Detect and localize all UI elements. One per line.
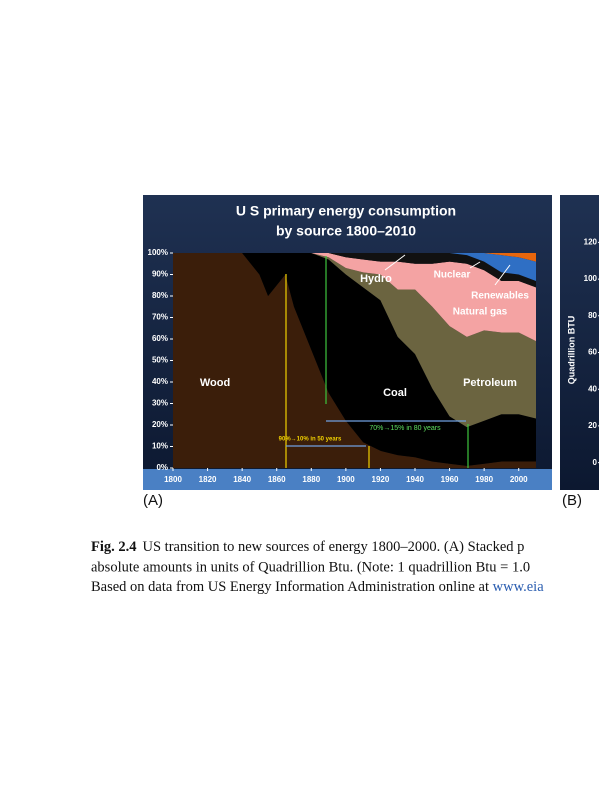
panel-label: (A) (143, 492, 163, 509)
caption-text: US transition to new sources of energy 1… (143, 539, 525, 555)
x-tick-label: 1820 (199, 475, 217, 484)
series-label: Renewables (471, 291, 529, 302)
area (173, 253, 536, 428)
caption-text: Based on data from US Energy Information… (91, 579, 493, 595)
series-label: Hydro (360, 273, 392, 285)
y-tick-label: 0 (593, 458, 598, 467)
panel-b (560, 195, 599, 490)
caption-line: Fig. 2.4 US transition to new sources of … (91, 539, 524, 555)
series-label: Petroleum (463, 377, 517, 389)
area (173, 253, 536, 281)
annotation: 90%→10% in 50 years (279, 437, 342, 443)
x-axis-band (143, 469, 552, 490)
arrow (384, 254, 406, 271)
chart-title: U S primary energy consumption (236, 203, 456, 219)
y-tick-label: 40 (588, 384, 597, 393)
x-tick-label: 1840 (233, 475, 251, 484)
y-tick-label: 30% (152, 399, 168, 408)
y-axis-label: Quadrillion BTU (566, 316, 576, 385)
series-label: Wood (200, 377, 230, 389)
arrow (469, 261, 481, 269)
y-tick-label: 50% (152, 356, 168, 365)
plot (173, 253, 536, 468)
x-tick-label: 1920 (372, 475, 390, 484)
chart-title: by source 1800–2010 (276, 223, 416, 239)
arrow (494, 264, 511, 286)
caption-line: Based on data from US Energy Information… (91, 579, 544, 595)
y-tick-label: 120 (584, 237, 598, 246)
y-tick-label: 70% (152, 313, 168, 322)
x-tick-label: 1860 (268, 475, 286, 484)
panel-label: (B) (562, 492, 582, 509)
x-tick-label: 1960 (441, 475, 459, 484)
y-tick-label: 10% (152, 442, 168, 451)
y-tick-label: 20% (152, 420, 168, 429)
x-tick-label: 1880 (302, 475, 320, 484)
y-tick-label: 40% (152, 377, 168, 386)
series-label: Natural gas (453, 307, 508, 318)
caption-link[interactable]: www.eia (493, 579, 545, 595)
y-tick-label: 100 (584, 274, 598, 283)
area (173, 253, 536, 288)
y-tick-label: 60% (152, 334, 168, 343)
y-tick-label: 60 (588, 348, 597, 357)
x-tick-label: 1980 (475, 475, 493, 484)
y-tick-label: 80 (588, 311, 597, 320)
caption-line: absolute amounts in units of Quadrillion… (91, 559, 530, 575)
figure-label: Fig. 2.4 (91, 539, 137, 555)
y-tick-label: 20 (588, 421, 597, 430)
y-tick-label: 100% (148, 248, 168, 257)
series-label: Nuclear (434, 270, 471, 281)
x-tick-label: 2000 (510, 475, 528, 484)
x-tick-label: 1900 (337, 475, 355, 484)
area (173, 253, 536, 466)
area (173, 253, 536, 468)
y-tick-label: 80% (152, 291, 168, 300)
x-tick-label: 1800 (164, 475, 182, 484)
x-tick-label: 1940 (406, 475, 424, 484)
area (173, 253, 536, 342)
annotations (285, 254, 511, 468)
y-tick-label: 0% (156, 463, 168, 472)
area (173, 253, 536, 262)
series-label: Coal (383, 387, 407, 399)
y-tick-label: 90% (152, 270, 168, 279)
annotation: 70%→15% in 80 years (369, 425, 441, 432)
